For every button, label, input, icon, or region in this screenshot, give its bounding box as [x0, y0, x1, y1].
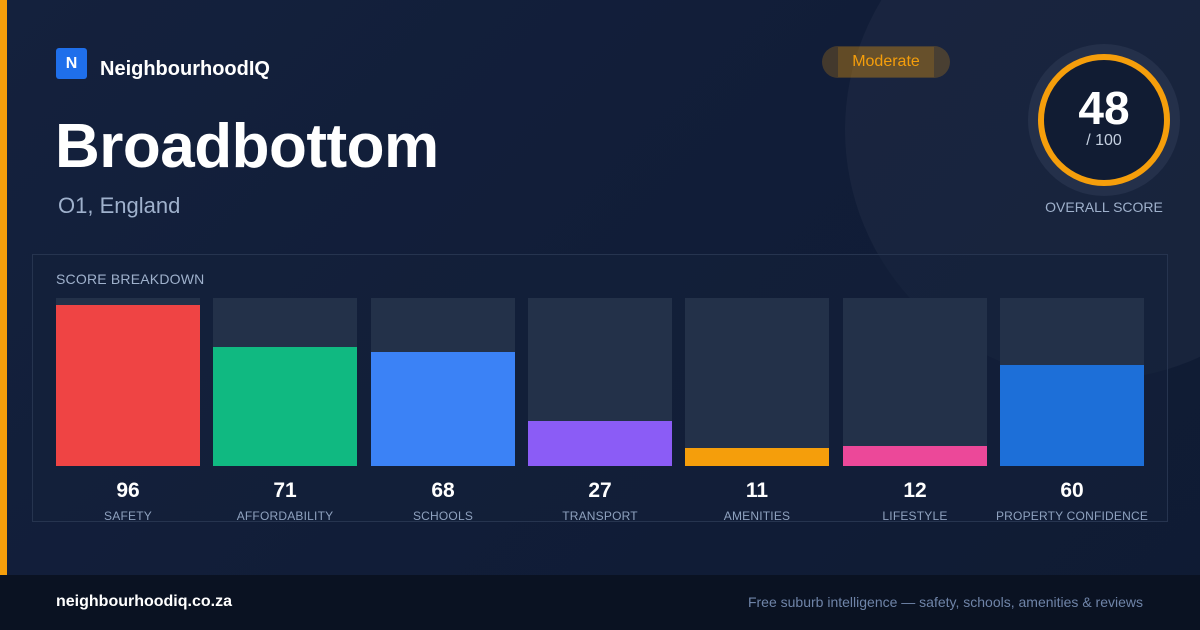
bar-label-property-confidence: PROPERTY CONFIDENCE: [995, 509, 1149, 523]
bar-track-schools: [371, 298, 515, 466]
bar-track-transport: [528, 298, 672, 466]
brand-name: NeighbourhoodIQ: [100, 58, 270, 80]
bar-track-lifestyle: [843, 298, 987, 466]
overall-score-caption: OVERALL SCORE: [1045, 199, 1163, 215]
bar-label-affordability: AFFORDABILITY: [236, 509, 334, 523]
bar-value-property-confidence: 60: [1060, 479, 1084, 502]
footer-bar: [0, 575, 1200, 630]
bar-value-amenities: 11: [745, 479, 769, 502]
rating-badge: Moderate: [822, 46, 950, 78]
brand-header[interactable]: N NeighbourhoodIQ: [56, 46, 270, 81]
bar-schools: [371, 352, 515, 466]
bar-value-transport: 27: [588, 479, 612, 502]
bar-label-safety: SAFETY: [104, 509, 152, 523]
brand-logo-icon: N: [56, 48, 87, 79]
footer-tagline: Free suburb intelligence — safety, schoo…: [747, 594, 1143, 610]
bar-safety: [56, 305, 200, 466]
bar-label-transport: TRANSPORT: [562, 509, 638, 523]
bar-affordability: [213, 347, 357, 466]
bar-track-amenities: [685, 298, 829, 466]
overall-score-max: / 100: [1086, 132, 1122, 149]
bar-property-confidence: [1000, 365, 1144, 466]
footer-domain-link[interactable]: neighbourhoodiq.co.za: [56, 593, 232, 610]
overall-score-gauge: [1028, 44, 1180, 196]
bar-transport: [528, 421, 672, 466]
bar-value-lifestyle: 12: [903, 479, 927, 502]
location-title: Broadbottom: [55, 112, 439, 181]
bar-amenities: [685, 448, 829, 466]
bar-track-property-confidence: [1000, 298, 1144, 466]
bar-label-schools: SCHOOLS: [412, 509, 474, 523]
bar-label-lifestyle: LIFESTYLE: [882, 509, 948, 523]
bar-value-safety: 96: [116, 479, 140, 502]
bar-value-schools: 68: [431, 479, 455, 502]
location-region: O1, England: [58, 193, 181, 218]
bar-track-affordability: [213, 298, 357, 466]
score-breakdown-title: SCORE BREAKDOWN: [56, 271, 205, 287]
rating-badge-label: Moderate: [838, 47, 934, 77]
bar-lifestyle: [843, 446, 987, 466]
gauge-ring: [1038, 54, 1170, 186]
bar-track-safety: [56, 298, 200, 466]
accent-stripe: [0, 0, 7, 575]
overall-score-value: 48: [1078, 82, 1130, 134]
bar-label-amenities: AMENITIES: [723, 509, 791, 523]
bar-value-affordability: 71: [273, 479, 297, 502]
